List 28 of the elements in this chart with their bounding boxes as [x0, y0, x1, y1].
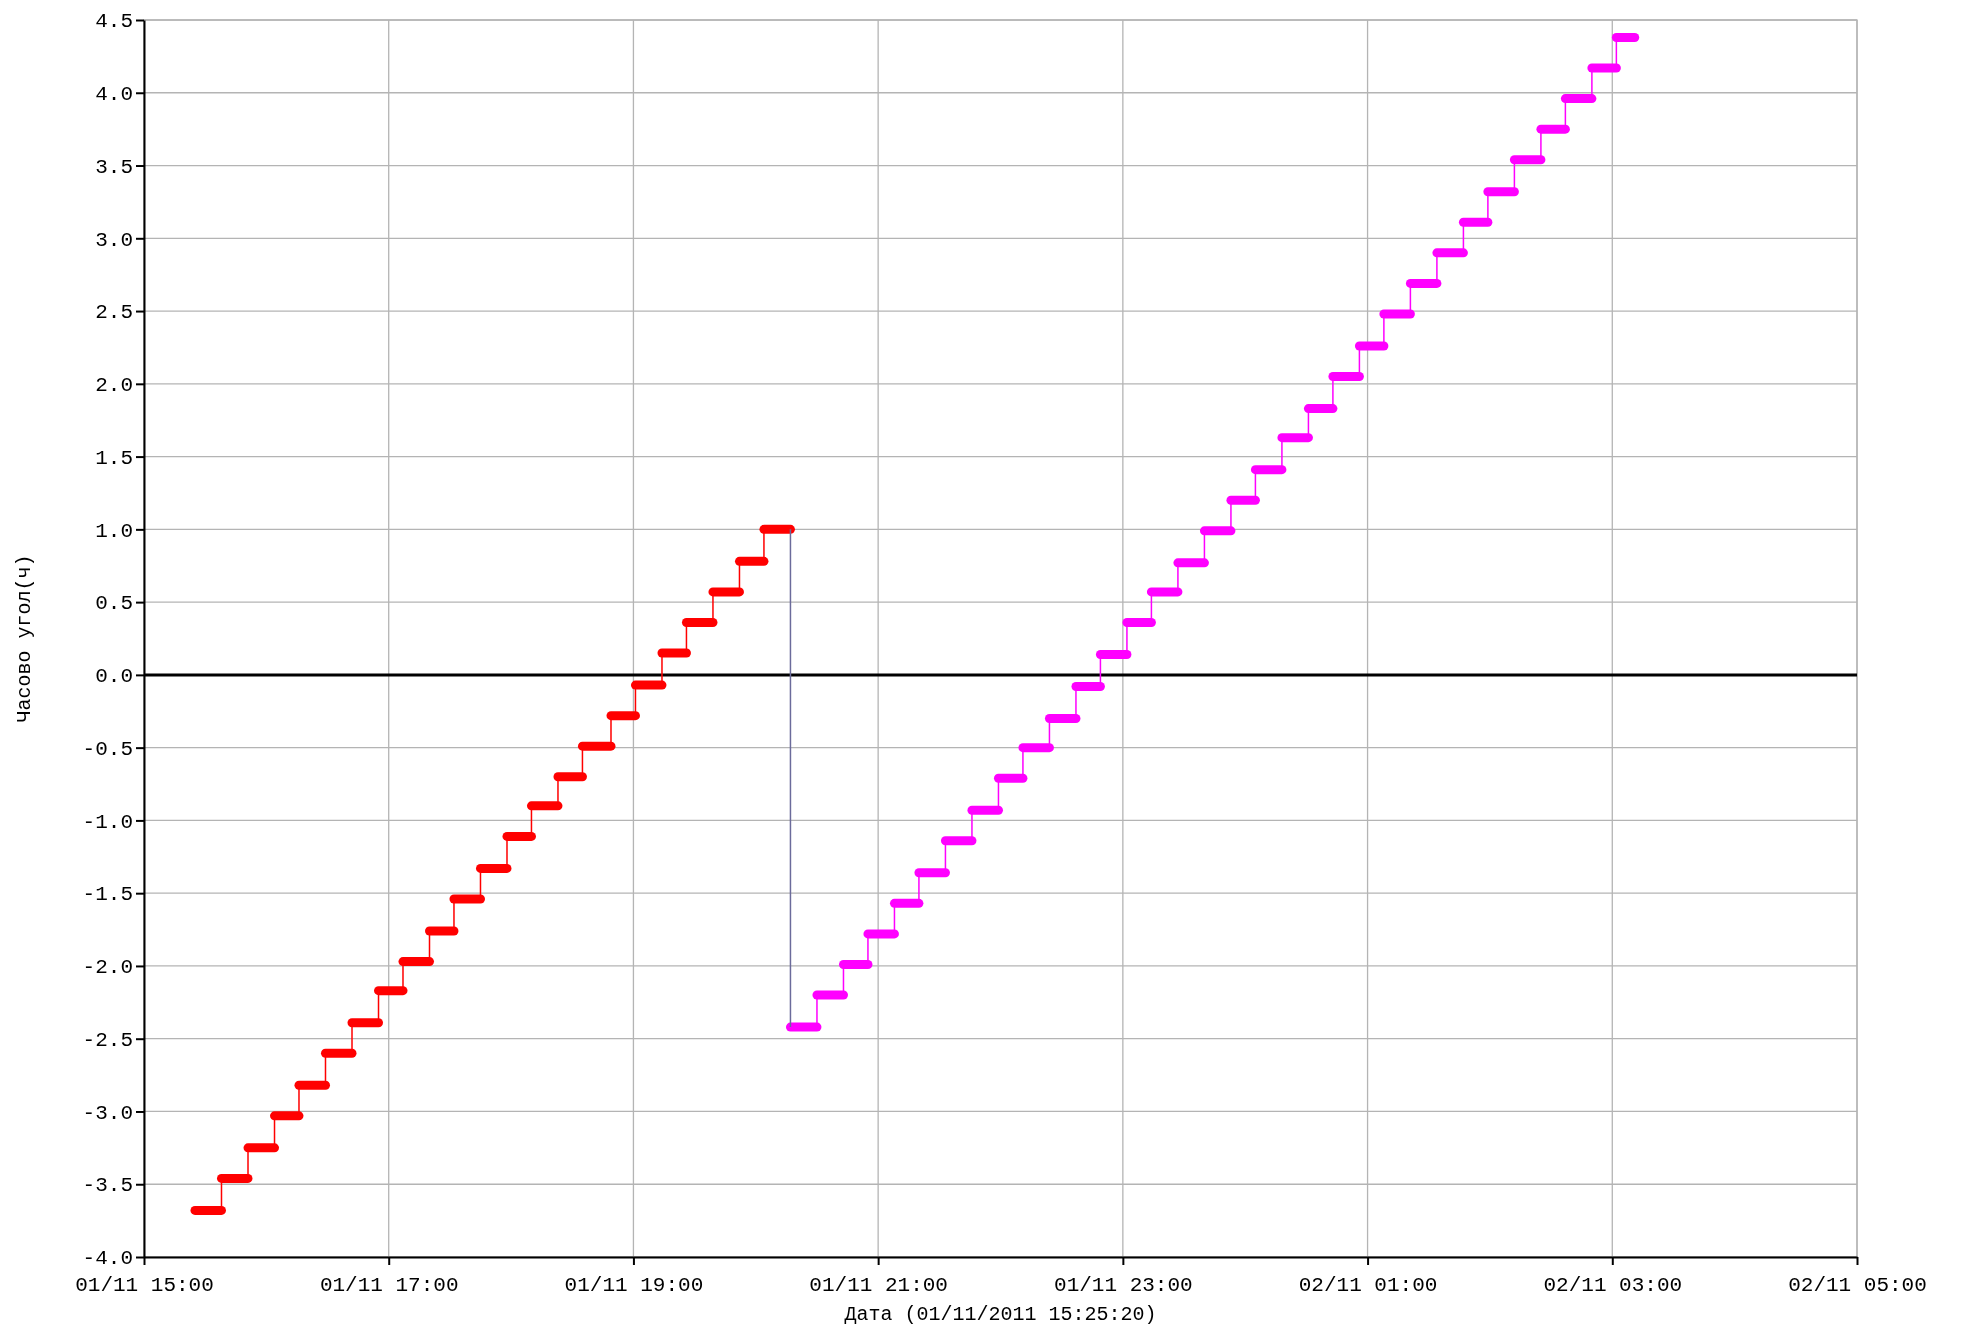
x-tick-label: 01/11 17:00 [319, 1274, 459, 1298]
y-tick-label: 2.5 [95, 301, 133, 325]
y-axis-title: Часово угол(ч) [13, 554, 36, 723]
x-tick-label: 01/11 23:00 [1054, 1274, 1193, 1298]
x-tick-label: 02/11 05:00 [1788, 1274, 1927, 1298]
y-tick-label: 0.0 [95, 665, 133, 689]
x-tick-label: 01/11 19:00 [564, 1274, 704, 1298]
y-tick-label: -4.0 [82, 1247, 133, 1271]
y-tick-label: -3.0 [82, 1101, 133, 1125]
y-tick-label: 3.5 [95, 155, 133, 179]
y-tick-label: 2.0 [95, 374, 133, 398]
y-tick-label: 0.5 [95, 592, 133, 616]
x-axis-title: Дата (01/11/2011 15:25:20) [844, 1303, 1157, 1326]
y-tick-label: 4.0 [95, 82, 133, 106]
y-tick-label: 1.5 [95, 446, 133, 470]
y-tick-label: -1.0 [82, 810, 133, 834]
y-tick-label: -1.5 [82, 883, 133, 907]
y-tick-label: 4.5 [95, 10, 133, 34]
x-tick-label: 01/11 21:00 [809, 1274, 948, 1298]
y-tick-label: -0.5 [82, 737, 133, 761]
y-tick-label: 1.0 [95, 519, 133, 543]
y-tick-label: 3.0 [95, 228, 133, 252]
y-tick-label: -2.0 [82, 956, 133, 980]
x-tick-label: 02/11 03:00 [1543, 1274, 1683, 1298]
x-tick-label: 02/11 01:00 [1298, 1274, 1438, 1298]
x-tick-label: 01/11 15:00 [75, 1274, 214, 1298]
y-tick-label: -2.5 [82, 1028, 133, 1052]
y-tick-label: -3.5 [82, 1174, 133, 1198]
